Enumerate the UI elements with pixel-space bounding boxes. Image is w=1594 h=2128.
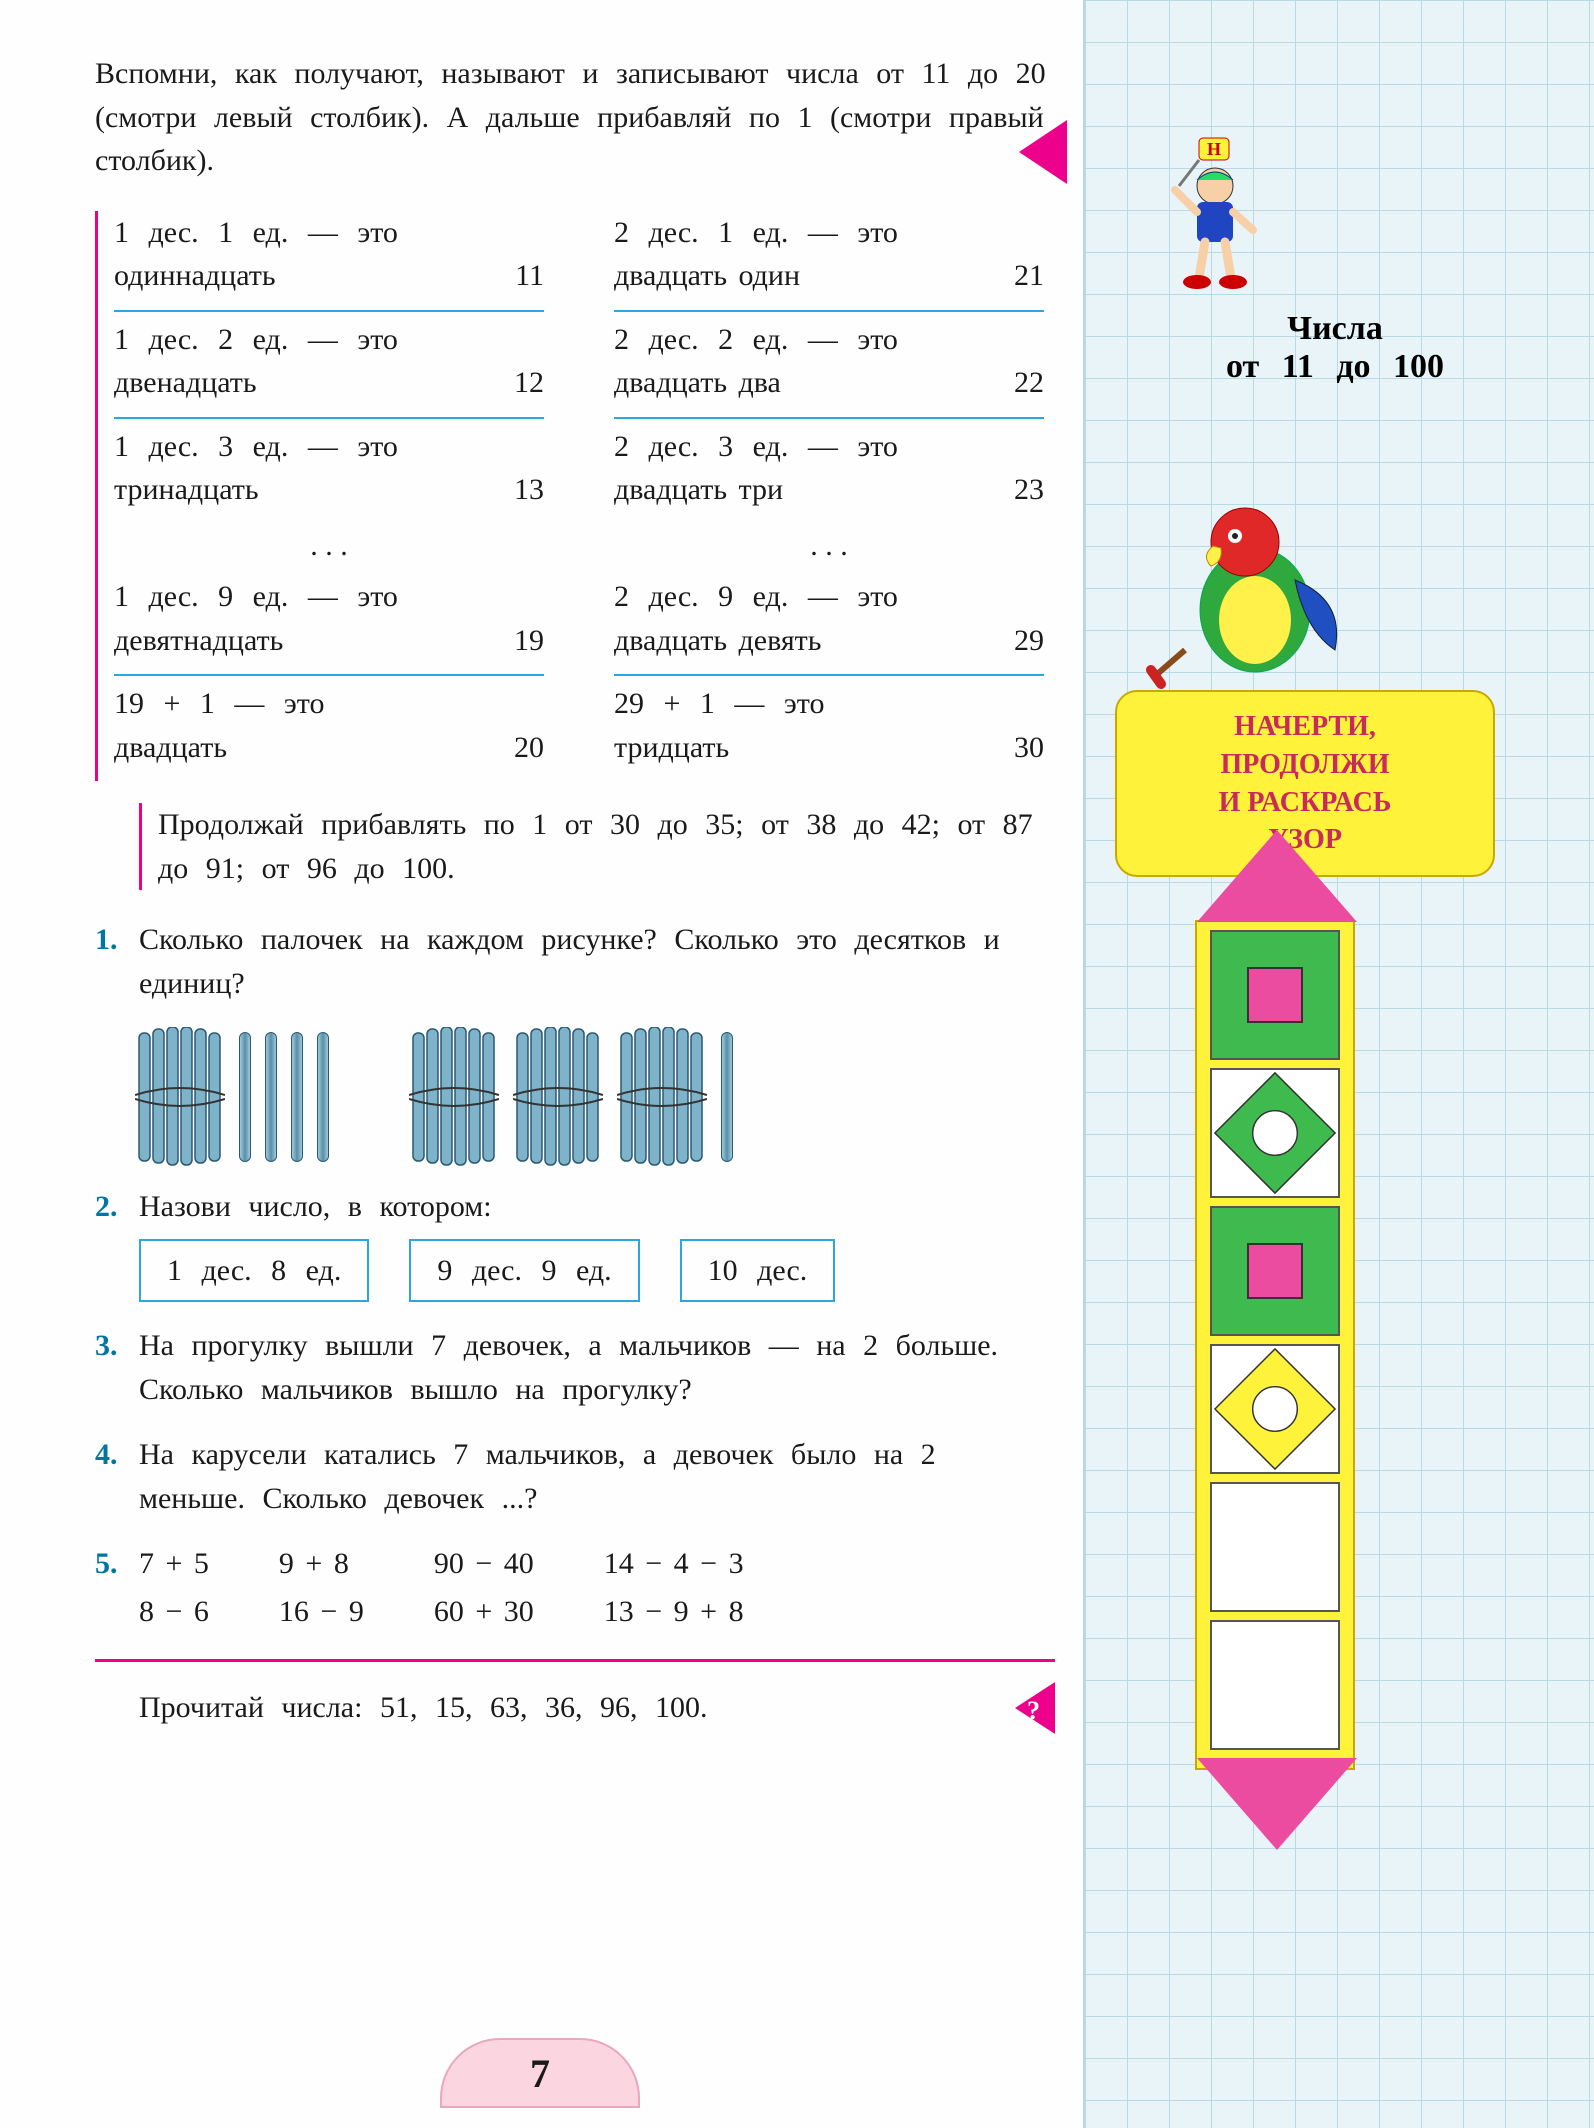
- arrow-left-icon: [1019, 120, 1067, 184]
- exercise-3: 3. На прогулку вышли 7 девочек, а мальчи…: [95, 1324, 1055, 1411]
- intro-text: Вспомни, как получают, называют и записы…: [95, 52, 1055, 183]
- number-columns: 1 дес. 1 ед. — этоодиннадцать11 1 дес. 2…: [95, 211, 1055, 782]
- right-column: 2 дес. 1 ед. — этодвадцать один21 2 дес.…: [614, 211, 1044, 782]
- parrot-character-icon: [1145, 470, 1365, 690]
- exercise-number: 1.: [95, 918, 139, 1005]
- pattern-cell: [1210, 930, 1340, 1060]
- diamond-icon: [1214, 1072, 1336, 1194]
- exercise-2: 2. Назови число, в котором: 1 дес. 8 ед.…: [95, 1185, 1055, 1302]
- pink-divider: [95, 1659, 1055, 1662]
- number-box: 1 дес. 8 ед.: [139, 1239, 369, 1303]
- question-arrow-icon: [1015, 1682, 1055, 1734]
- entry-word: одиннадцать: [114, 254, 276, 298]
- sticks-group-2: [409, 1027, 733, 1167]
- exercise-1: 1. Сколько палочек на каждом рисунке? Ск…: [95, 918, 1055, 1005]
- ellipsis: . . .: [114, 524, 544, 568]
- sticks-group-1: [135, 1027, 329, 1167]
- square-icon: [1247, 967, 1303, 1023]
- main-content: Вспомни, как получают, называют и записы…: [95, 52, 1055, 1734]
- kid-character-icon: Н: [1145, 130, 1285, 290]
- divider: [114, 310, 544, 312]
- loose-stick-icon: [239, 1032, 251, 1162]
- exercise-4: 4. На карусели катались 7 мальчиков, а д…: [95, 1433, 1055, 1520]
- continue-text: Продолжай прибавлять по 1 от 30 до 35; о…: [139, 803, 1055, 890]
- left-column: 1 дес. 1 ед. — этоодиннадцать11 1 дес. 2…: [114, 211, 544, 782]
- triangle-down-icon: [1197, 1758, 1357, 1850]
- sticks-illustration: [135, 1027, 1055, 1167]
- exercise-5: 5. 7 + 58 − 6 9 + 816 − 9 90 − 4060 + 30…: [95, 1542, 1055, 1637]
- number-boxes: 1 дес. 8 ед. 9 дес. 9 ед. 10 дес.: [139, 1239, 1055, 1303]
- page-number: 7: [440, 2038, 640, 2108]
- triangle-up-icon: [1197, 830, 1357, 922]
- flag-letter: Н: [1207, 139, 1221, 159]
- pattern-strip: [1195, 920, 1355, 1770]
- entry-num: 11: [515, 254, 544, 298]
- pattern-cell-empty: [1210, 1482, 1340, 1612]
- stick-bundle-icon: [135, 1027, 225, 1167]
- sidebar-title: Числа от 11 до 100: [1115, 310, 1555, 386]
- circle-icon: [1252, 1110, 1298, 1156]
- entry-top: 1 дес. 1 ед. — это: [114, 211, 398, 255]
- read-numbers: Прочитай числа: 51, 15, 63, 36, 96, 100.: [139, 1682, 1055, 1734]
- exercise-text: Сколько палочек на каждом рисунке? Сколь…: [139, 918, 1055, 1005]
- sidebar: Н Числа от 11 до 100 НАЧЕРТИ, ПРОДОЛЖИ: [1085, 0, 1594, 2128]
